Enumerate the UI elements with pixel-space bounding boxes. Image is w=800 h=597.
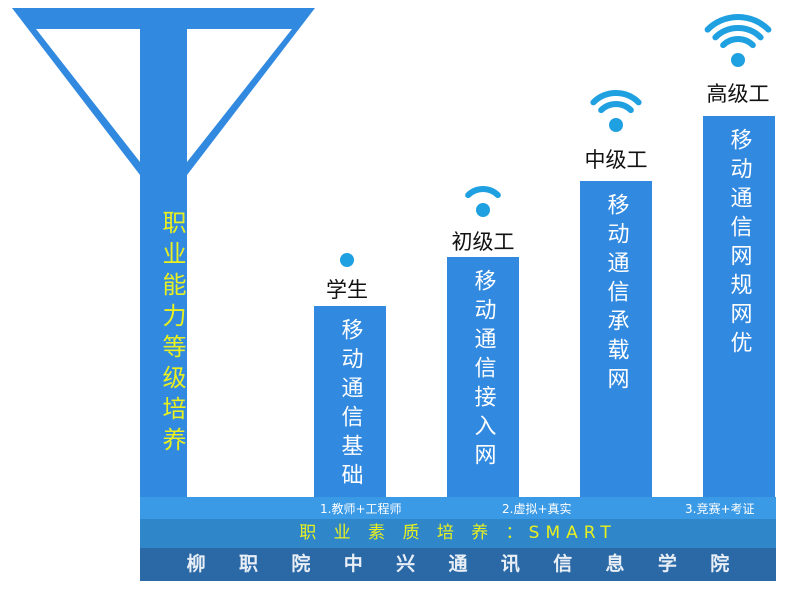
college-char: 院 (710, 553, 730, 575)
college-char: 职 (239, 553, 259, 575)
college-name: 柳 职 院 中 兴 通 讯 信 息 学 院 (140, 548, 776, 581)
wifi-arc (590, 90, 642, 106)
quality-text: 职 业 素 质 培 养 ：SMART (299, 523, 617, 543)
college-char: 中 (343, 553, 363, 575)
college-char: 学 (657, 553, 677, 575)
antenna-icon (12, 8, 315, 497)
level-bar-4: 移动通信网规网优 (703, 116, 775, 497)
wifi-arc (465, 186, 501, 199)
methods-strip: 1.教师+工程师 2.虚拟+真实 3.竞赛+考证 (140, 497, 776, 519)
level-title: 高级工 (706, 82, 770, 106)
college-char: 院 (291, 553, 311, 575)
wifi-icon (465, 186, 501, 217)
level-content: 移动通信网规网优 (726, 128, 752, 360)
wifi-arc (712, 25, 764, 41)
wifi-arc (720, 36, 756, 49)
college-char: 兴 (396, 553, 416, 575)
quality-strip: 职 业 素 质 培 养 ：SMART (140, 519, 776, 548)
wifi-icon (704, 14, 772, 67)
antenna-label: 职业能力等级培养 (158, 210, 186, 458)
level-title: 学生 (326, 278, 368, 302)
college-char: 信 (553, 553, 573, 575)
wifi-arc (598, 101, 634, 114)
level-content: 移动通信承载网 (603, 193, 629, 396)
wifi-icon (340, 253, 354, 267)
method-3: 3.竞赛+考证 (685, 502, 755, 516)
level-bar-2: 移动通信接入网 (447, 257, 519, 497)
college-char: 柳 (186, 553, 206, 575)
college-char: 息 (605, 553, 625, 575)
level-content: 移动通信接入网 (470, 269, 496, 472)
method-2: 2.虚拟+真实 (502, 502, 572, 516)
level-content: 移动通信基础 (337, 318, 363, 492)
college-strip: 柳 职 院 中 兴 通 讯 信 息 学 院 (140, 548, 776, 581)
level-bar-3: 移动通信承载网 (580, 181, 652, 497)
wifi-icon (590, 90, 642, 132)
level-title: 中级工 (584, 148, 648, 172)
method-1: 1.教师+工程师 (320, 502, 402, 516)
college-char: 通 (448, 553, 468, 575)
wifi-arc (704, 14, 772, 33)
level-bar-1: 移动通信基础 (314, 306, 386, 497)
level-title: 初级工 (451, 230, 515, 254)
college-char: 讯 (500, 553, 520, 575)
